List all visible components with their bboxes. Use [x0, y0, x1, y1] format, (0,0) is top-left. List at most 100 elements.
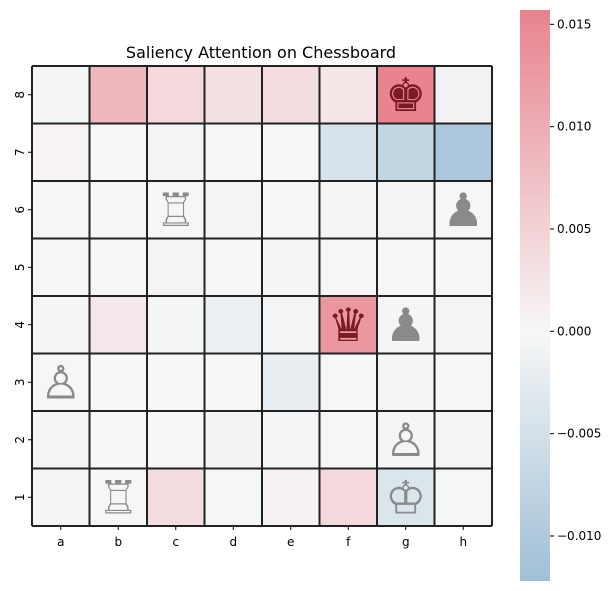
black-king-icon: ♚ — [385, 68, 426, 122]
heatmap-cell-b1 — [89, 468, 147, 526]
heatmap-cell-c4 — [147, 296, 205, 354]
heatmap-cell-e8 — [262, 66, 320, 124]
heatmap-cell-g7 — [377, 123, 435, 181]
heatmap-cell-f3 — [319, 353, 377, 411]
colorbar-gradient — [520, 10, 550, 581]
heatmap-cell-b8 — [89, 66, 147, 124]
heatmap-cells — [32, 66, 492, 526]
colorbar-tick-label: 0.015 — [557, 17, 591, 31]
heatmap-cell-f7 — [319, 123, 377, 181]
board-grid — [31, 65, 493, 527]
heatmap-cell-f6 — [319, 181, 377, 239]
y-tick-label: 7 — [13, 148, 27, 156]
black-queen-icon: ♛ — [328, 298, 369, 352]
heatmap-cell-d1 — [204, 468, 262, 526]
y-tick-label: 1 — [13, 493, 27, 501]
colorbar-ticks: 0.015 0.010 0.005 0.000 −0.005 −0.010 — [550, 17, 601, 543]
heatmap-cell-a1 — [32, 468, 90, 526]
heatmap-cell-a8 — [32, 66, 90, 124]
white-king-icon: ♔ — [385, 470, 426, 524]
heatmap-cell-a3 — [32, 353, 90, 411]
heatmap-cell-b7 — [89, 123, 147, 181]
heatmap-cell-e7 — [262, 123, 320, 181]
heatmap-cell-c1 — [147, 468, 205, 526]
heatmap-cell-f8 — [319, 66, 377, 124]
y-tick-label: 3 — [13, 378, 27, 386]
colorbar-tick-label: −0.005 — [557, 427, 601, 441]
heatmap-cell-e5 — [262, 238, 320, 296]
x-tick-label: b — [114, 535, 122, 549]
y-tick-label: 4 — [13, 321, 27, 329]
heatmap-cell-g1 — [377, 468, 435, 526]
heatmap-cell-b5 — [89, 238, 147, 296]
heatmap-cell-g2 — [377, 411, 435, 469]
white-pawn-icon: ♙ — [40, 355, 81, 409]
heatmap-cell-c2 — [147, 411, 205, 469]
heatmap-cell-f1 — [319, 468, 377, 526]
heatmap-cell-g3 — [377, 353, 435, 411]
heatmap-cell-f5 — [319, 238, 377, 296]
x-tick-label: h — [459, 535, 467, 549]
heatmap-cell-d5 — [204, 238, 262, 296]
heatmap-cell-b2 — [89, 411, 147, 469]
heatmap-cell-f2 — [319, 411, 377, 469]
heatmap-cell-h5 — [434, 238, 492, 296]
heatmap-cell-a2 — [32, 411, 90, 469]
heatmap-cell-g4 — [377, 296, 435, 354]
heatmap-cell-e2 — [262, 411, 320, 469]
chess-pieces: ♚ ♟ ♛ ♟ ♖ ♙ ♙ ♖ ♔ — [40, 68, 484, 525]
colorbar-tick-label: 0.010 — [557, 120, 591, 134]
heatmap-cell-b3 — [89, 353, 147, 411]
x-tick-label: d — [229, 535, 237, 549]
heatmap-cell-e1 — [262, 468, 320, 526]
black-pawn-icon: ♟ — [385, 298, 426, 352]
heatmap-cell-g8 — [377, 66, 435, 124]
heatmap-cell-d4 — [204, 296, 262, 354]
heatmap-cell-f4 — [319, 296, 377, 354]
colorbar-tick-label: −0.010 — [557, 529, 601, 543]
colorbar-tick-label: 0.005 — [557, 222, 591, 236]
heatmap-cell-a5 — [32, 238, 90, 296]
heatmap-cell-h4 — [434, 296, 492, 354]
x-tick-label: e — [287, 535, 294, 549]
colorbar-tick-label: 0.000 — [557, 324, 591, 338]
y-tick-label: 5 — [13, 263, 27, 271]
heatmap-cell-h6 — [434, 181, 492, 239]
heatmap-cell-h1 — [434, 468, 492, 526]
x-tick-label: g — [402, 535, 410, 549]
heatmap-cell-e4 — [262, 296, 320, 354]
white-rook-icon: ♖ — [98, 470, 139, 524]
heatmap-cell-d8 — [204, 66, 262, 124]
x-tick-label: f — [346, 535, 351, 549]
heatmap-cell-a6 — [32, 181, 90, 239]
y-tick-label: 2 — [13, 436, 27, 444]
black-pawn-icon: ♟ — [443, 183, 484, 237]
heatmap-cell-c6 — [147, 181, 205, 239]
heatmap-cell-a4 — [32, 296, 90, 354]
heatmap-cell-h3 — [434, 353, 492, 411]
white-pawn-icon: ♙ — [385, 413, 426, 467]
heatmap-cell-c7 — [147, 123, 205, 181]
heatmap-cell-g6 — [377, 181, 435, 239]
heatmap-cell-c8 — [147, 66, 205, 124]
heatmap-cell-e6 — [262, 181, 320, 239]
heatmap-cell-d2 — [204, 411, 262, 469]
colorbar — [520, 10, 550, 581]
heatmap-cell-c3 — [147, 353, 205, 411]
heatmap-cell-d6 — [204, 181, 262, 239]
white-rook-icon: ♖ — [155, 183, 196, 237]
y-axis-ticks: 8 7 6 5 4 3 2 1 — [13, 91, 32, 501]
heatmap-cell-h2 — [434, 411, 492, 469]
heatmap-cell-d7 — [204, 123, 262, 181]
heatmap-cell-h7 — [434, 123, 492, 181]
heatmap-cell-b4 — [89, 296, 147, 354]
heatmap-cell-g5 — [377, 238, 435, 296]
x-axis-ticks: a b c d e f g h — [57, 526, 467, 549]
heatmap-cell-c5 — [147, 238, 205, 296]
heatmap-cell-h8 — [434, 66, 492, 124]
y-tick-label: 6 — [13, 206, 27, 214]
heatmap-cell-a7 — [32, 123, 90, 181]
y-tick-label: 8 — [13, 91, 27, 99]
chart-title: Saliency Attention on Chessboard — [126, 43, 396, 62]
